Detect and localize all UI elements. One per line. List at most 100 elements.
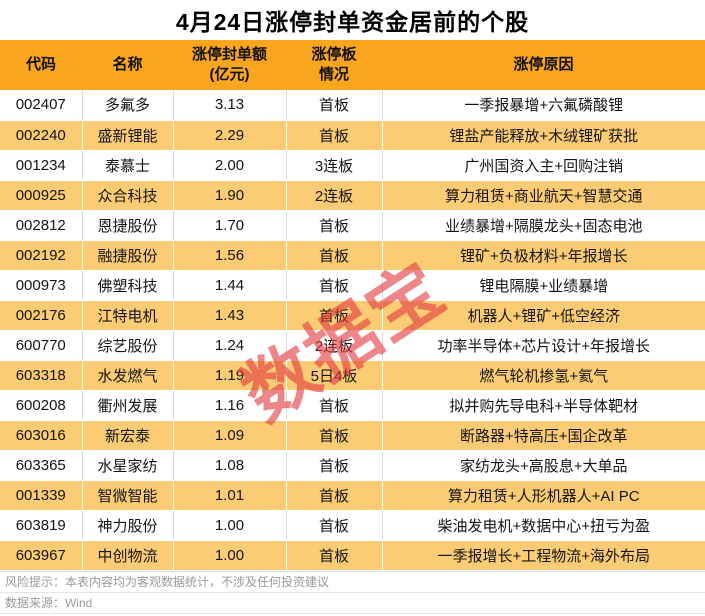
cell-name: 盛新锂能 (82, 120, 174, 151)
cell-reason: 锂矿+负极材料+年报增长 (382, 240, 705, 271)
cell-code: 603819 (0, 510, 83, 541)
cell-amount: 1.43 (173, 300, 287, 331)
cell-amount: 1.08 (173, 450, 287, 481)
cell-reason: 锂盐产能释放+木绒锂矿获批 (382, 120, 705, 151)
cell-reason: 广州国资入主+回购注销 (382, 150, 705, 181)
cell-board: 首板 (286, 420, 383, 451)
cell-board: 首板 (286, 90, 383, 121)
table-header: 代码 名称 涨停封单额 (亿元) 涨停板 情况 涨停原因 (0, 40, 705, 90)
cell-board: 首板 (286, 480, 383, 511)
cell-amount: 1.00 (173, 540, 287, 571)
cell-board: 首板 (286, 240, 383, 271)
cell-reason: 功率半导体+芯片设计+年报增长 (382, 330, 705, 361)
cell-code: 002407 (0, 90, 83, 121)
cell-board: 5日4板 (286, 360, 383, 391)
data-source-text: 数据来源：Wind (0, 593, 705, 614)
table-row: 603967 中创物流 1.00 首板 一季报增长+工程物流+海外布局 (0, 540, 705, 571)
cell-board: 首板 (286, 510, 383, 541)
cell-reason: 机器人+锂矿+低空经济 (382, 300, 705, 331)
cell-name: 新宏泰 (82, 420, 174, 451)
cell-name: 智微智能 (82, 480, 174, 511)
table-row: 001339 智微智能 1.01 首板 算力租赁+人形机器人+AI PC (0, 480, 705, 511)
cell-amount: 2.00 (173, 150, 287, 181)
table-row: 603365 水星家纺 1.08 首板 家纺龙头+高股息+大单品 (0, 450, 705, 481)
table-row: 603016 新宏泰 1.09 首板 断路器+特高压+国企改革 (0, 420, 705, 451)
cell-amount: 1.16 (173, 390, 287, 421)
page-title: 4月24日涨停封单资金居前的个股 (175, 9, 530, 35)
cell-reason: 业绩暴增+隔膜龙头+固态电池 (382, 210, 705, 241)
cell-amount: 1.44 (173, 270, 287, 301)
cell-board: 2连板 (286, 180, 383, 211)
cell-code: 000925 (0, 180, 83, 211)
cell-board: 首板 (286, 210, 383, 241)
cell-amount: 1.56 (173, 240, 287, 271)
cell-name: 综艺股份 (82, 330, 174, 361)
cell-board: 首板 (286, 270, 383, 301)
cell-code: 603365 (0, 450, 83, 481)
limit-up-stock-table: 代码 名称 涨停封单额 (亿元) 涨停板 情况 涨停原因 002407 多氟多 3.13 首板 一季… (0, 40, 705, 571)
cell-board: 2连板 (286, 330, 383, 361)
cell-code: 600770 (0, 330, 83, 361)
cell-amount: 1.00 (173, 510, 287, 541)
table-row: 002812 恩捷股份 1.70 首板 业绩暴增+隔膜龙头+固态电池 (0, 210, 705, 241)
column-header-name: 名称 (82, 40, 173, 90)
table-row: 603318 水发燃气 1.19 5日4板 燃气轮机掺氢+氦气 (0, 360, 705, 391)
table-body: 002407 多氟多 3.13 首板 一季报暴增+六氟磷酸锂 002240 盛新锂能 2.29… (0, 90, 705, 571)
cell-amount: 1.70 (173, 210, 287, 241)
cell-board: 3连板 (286, 150, 383, 181)
table-row: 002192 融捷股份 1.56 首板 锂矿+负极材料+年报增长 (0, 240, 705, 271)
cell-reason: 算力租赁+商业航天+智慧交通 (382, 180, 705, 211)
column-header-code: 代码 (0, 40, 82, 90)
table-row: 000925 众合科技 1.90 2连板 算力租赁+商业航天+智慧交通 (0, 180, 705, 211)
cell-reason: 一季报暴增+六氟磷酸锂 (382, 90, 705, 121)
cell-amount: 1.09 (173, 420, 287, 451)
cell-name: 神力股份 (82, 510, 174, 541)
cell-code: 603967 (0, 540, 83, 571)
cell-code: 002812 (0, 210, 83, 241)
cell-amount: 1.01 (173, 480, 287, 511)
cell-code: 603318 (0, 360, 83, 391)
cell-reason: 算力租赁+人形机器人+AI PC (382, 480, 705, 511)
cell-code: 603016 (0, 420, 83, 451)
cell-board: 首板 (286, 540, 383, 571)
table-row: 000973 佛塑科技 1.44 首板 锂电隔膜+业绩暴增 (0, 270, 705, 301)
column-header-reason: 涨停原因 (382, 40, 705, 90)
column-header-amount: 涨停封单额 (亿元) (173, 40, 286, 90)
cell-name: 融捷股份 (82, 240, 174, 271)
cell-code: 001339 (0, 480, 83, 511)
table-row: 603819 神力股份 1.00 首板 柴油发电机+数据中心+扭亏为盈 (0, 510, 705, 541)
cell-name: 江特电机 (82, 300, 174, 331)
table-row: 002176 江特电机 1.43 首板 机器人+锂矿+低空经济 (0, 300, 705, 331)
cell-name: 水发燃气 (82, 360, 174, 391)
cell-code: 002240 (0, 120, 83, 151)
cell-reason: 燃气轮机掺氢+氦气 (382, 360, 705, 391)
table-row: 600770 综艺股份 1.24 2连板 功率半导体+芯片设计+年报增长 (0, 330, 705, 361)
cell-name: 中创物流 (82, 540, 174, 571)
cell-code: 001234 (0, 150, 83, 181)
cell-board: 首板 (286, 390, 383, 421)
footer: 风险提示：本表内容均为客观数据统计，不涉及任何投资建议 数据来源：Wind (0, 570, 705, 614)
cell-amount: 1.90 (173, 180, 287, 211)
cell-name: 泰慕士 (82, 150, 174, 181)
cell-code: 600208 (0, 390, 83, 421)
cell-board: 首板 (286, 120, 383, 151)
cell-reason: 一季报增长+工程物流+海外布局 (382, 540, 705, 571)
cell-board: 首板 (286, 300, 383, 331)
title-bar: 4月24日涨停封单资金居前的个股 (0, 0, 705, 40)
column-header-board: 涨停板 情况 (286, 40, 382, 90)
cell-name: 众合科技 (82, 180, 174, 211)
cell-name: 水星家纺 (82, 450, 174, 481)
cell-board: 首板 (286, 450, 383, 481)
table-header-row: 代码 名称 涨停封单额 (亿元) 涨停板 情况 涨停原因 (0, 40, 705, 90)
cell-name: 佛塑科技 (82, 270, 174, 301)
cell-amount: 3.13 (173, 90, 287, 121)
cell-name: 恩捷股份 (82, 210, 174, 241)
cell-amount: 1.24 (173, 330, 287, 361)
cell-amount: 1.19 (173, 360, 287, 391)
cell-code: 002192 (0, 240, 83, 271)
cell-name: 衢州发展 (82, 390, 174, 421)
cell-code: 000973 (0, 270, 83, 301)
risk-disclaimer-text: 风险提示：本表内容均为客观数据统计，不涉及任何投资建议 (0, 572, 705, 593)
cell-reason: 家纺龙头+高股息+大单品 (382, 450, 705, 481)
